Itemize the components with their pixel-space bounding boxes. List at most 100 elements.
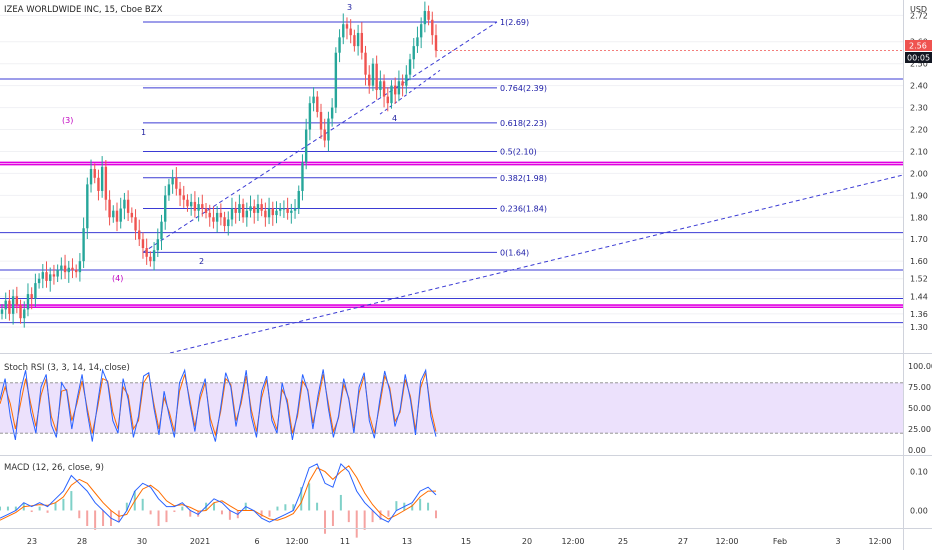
candle-body: [297, 190, 300, 209]
elliott-wave-label: 1: [141, 128, 146, 137]
candle-body: [171, 177, 174, 185]
macd-histogram-bar: [141, 498, 144, 511]
price-tick-label: 1.90: [910, 191, 928, 200]
macd-histogram-bar: [125, 502, 128, 511]
time-tick-label: 12:00: [561, 537, 584, 546]
macd-histogram-bar: [355, 510, 358, 538]
price-tick-label: 2.40: [910, 82, 928, 91]
price-tick-label: 2.20: [910, 126, 928, 135]
elliott-wave-label: 3: [347, 3, 352, 12]
candle-body: [11, 296, 15, 314]
candle-body: [245, 210, 249, 218]
macd-histogram-bar: [363, 510, 366, 530]
candle-body: [71, 267, 74, 270]
macd-histogram-bar: [292, 504, 295, 511]
stoch-rsi-pane[interactable]: Stoch RSI (3, 3, 14, 14, close): [0, 363, 903, 442]
candle-body: [19, 305, 22, 319]
candle-body: [264, 210, 267, 218]
stoch-tick-label: 100.00: [908, 362, 932, 371]
time-tick-label: Feb: [773, 537, 787, 546]
time-tick-label: 20: [522, 537, 532, 546]
macd-histogram-bar: [14, 506, 17, 511]
candle-body: [230, 208, 234, 220]
candle-body: [334, 52, 338, 108]
price-tick-label: 2.50: [910, 60, 928, 69]
candles: [0, 1, 903, 328]
candle-body: [201, 204, 204, 209]
macd-histogram-bar: [78, 510, 81, 519]
trend-line-short: [379, 69, 441, 115]
macd-histogram-bar: [324, 510, 327, 534]
signal-line: [0, 465, 436, 521]
time-tick-label: 12:00: [715, 537, 738, 546]
macd-histogram-bar: [260, 510, 263, 517]
macd-histogram-bar: [30, 510, 33, 513]
time-tick-label: 2021: [190, 537, 210, 546]
candle-body: [0, 309, 4, 314]
macd-pane[interactable]: MACD (12, 26, close, 9): [0, 462, 437, 538]
candle-body: [138, 230, 141, 240]
candle-body: [356, 32, 360, 47]
candle-body: [100, 166, 104, 191]
candle-body: [275, 210, 278, 216]
candle-body: [379, 81, 382, 91]
fib-level-label: 0.382(1.98): [500, 174, 547, 183]
candle-body: [93, 169, 96, 178]
time-tick-label: 28: [77, 537, 87, 546]
time-tick-label: 6: [254, 537, 259, 546]
time-axis[interactable]: 23 28 30 2021 6 12:00 11 13 15 20 12:00 25 27 12:00 Fe…: [27, 537, 892, 546]
candle-body: [386, 96, 389, 104]
time-tick-label: 30: [137, 537, 147, 546]
macd-histogram-bar: [419, 498, 422, 511]
macd-histogram-bar: [316, 502, 319, 511]
candle-body: [189, 201, 193, 207]
candle-body: [260, 204, 263, 211]
stoch-band: [0, 382, 903, 434]
candle-body: [271, 208, 274, 216]
candle-body: [219, 212, 223, 218]
candle-body: [215, 212, 219, 222]
elliott-wave-label: (4): [112, 274, 123, 283]
candle-body: [360, 32, 364, 53]
price-pane[interactable]: 1(2.69) 0.764(2.39) 0.618(2.23) 0.5(2.10) 0.…: [0, 0, 904, 354]
candle-body: [286, 208, 289, 213]
chart-title: IZEA WORLDWIDE INC, 15, Cboe BZX: [4, 5, 163, 15]
macd-histogram-bar: [308, 483, 311, 511]
macd-histogram-bar: [157, 510, 160, 526]
macd-histogram-bar: [46, 510, 49, 513]
horizontal-lines: [0, 78, 903, 324]
candle-body: [323, 129, 326, 141]
stoch-k-line: [0, 368, 437, 442]
candle-body: [152, 250, 156, 262]
candle-body: [74, 269, 78, 273]
macd-tick-labels: 0.10 0.00: [910, 468, 928, 516]
currency-label: USD: [910, 5, 927, 14]
candle-body: [208, 212, 211, 218]
macd-histogram-bar: [411, 504, 414, 511]
elliott-labels: 3 (3) 1 2 4 (4): [62, 3, 397, 283]
macd-histogram-bar: [86, 510, 89, 526]
candle-body: [63, 265, 67, 273]
candle-body: [279, 208, 282, 211]
candle-body: [256, 204, 260, 213]
stoch-rsi-label: Stoch RSI (3, 3, 14, 14, close): [4, 363, 130, 373]
macd-histogram-bar: [70, 491, 73, 511]
price-scale[interactable]: 2.722.602.502.402.302.202.102.001.901.80…: [903, 0, 932, 550]
macd-tick-label: 0.00: [910, 506, 928, 515]
candle-body: [8, 300, 11, 314]
candle-body: [115, 210, 119, 222]
candle-body: [316, 96, 319, 112]
bar-timer: 00:05: [907, 54, 930, 63]
candle-body: [186, 199, 189, 207]
macd-histogram: [0, 483, 437, 538]
candle-body: [434, 35, 438, 51]
candle-body: [119, 208, 122, 222]
candle-body: [178, 188, 182, 196]
macd-histogram-bar: [395, 501, 398, 511]
candle-body: [267, 208, 271, 218]
fib-level-label: 0.236(1.84): [500, 205, 547, 214]
price-tick-label: 2.30: [910, 104, 928, 113]
candle-body: [60, 265, 63, 270]
candle-body: [375, 63, 378, 91]
